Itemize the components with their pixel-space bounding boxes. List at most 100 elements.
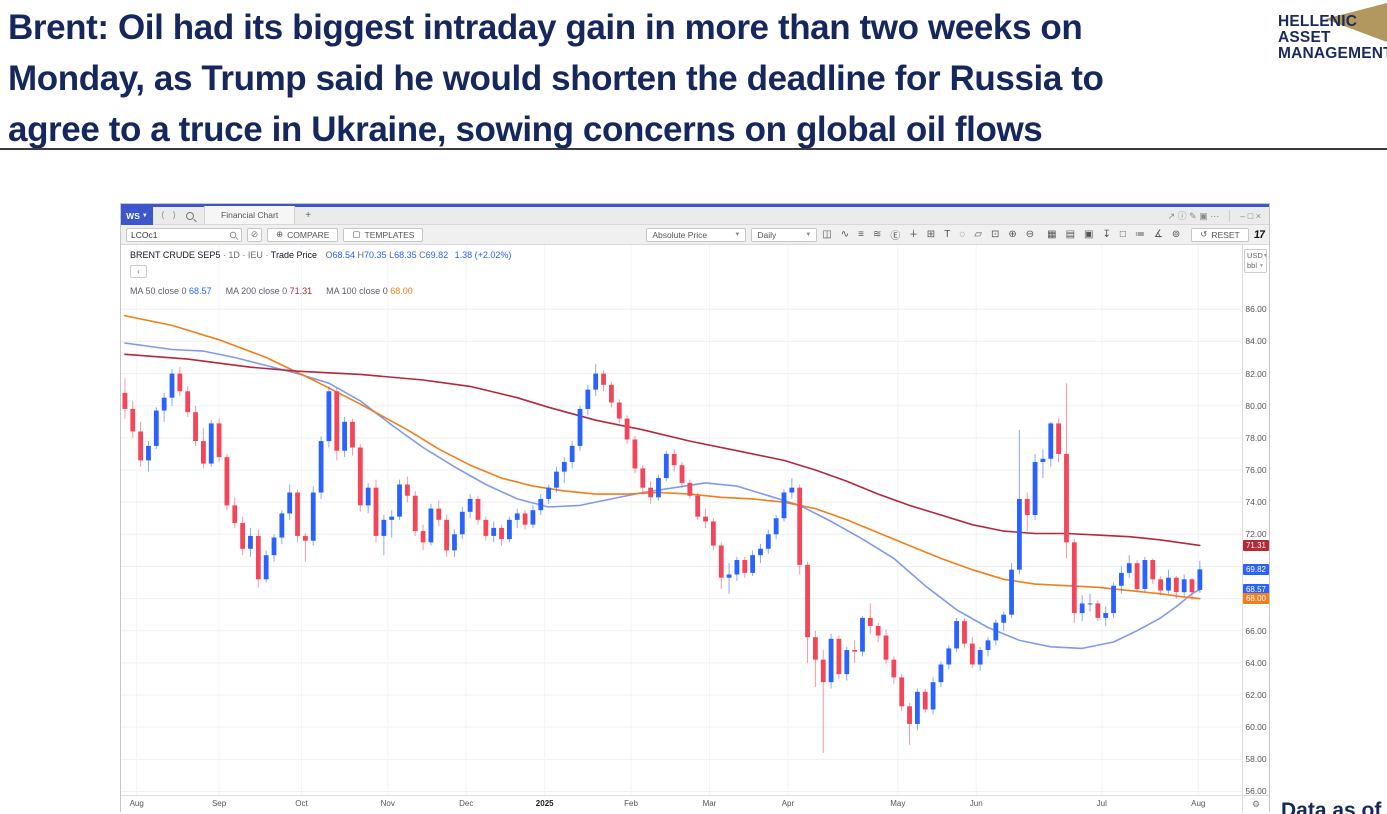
layout-tools: ▦ ▤ ▣ ↧ □ ≔ ∡ ⊚ xyxy=(1047,229,1180,240)
candle-body xyxy=(907,706,912,724)
title-line-3: agree to a truce in Ukraine, sowing conc… xyxy=(8,110,1043,149)
ma-legend: MA 50 close 0 68.57 MA 200 close 0 71.31 M… xyxy=(130,286,427,296)
candle-body xyxy=(546,487,552,499)
axis-settings[interactable]: ⚙ xyxy=(1242,796,1269,813)
candle-body xyxy=(122,392,128,409)
ohlc-value: 68.54 xyxy=(332,250,358,260)
drawing-tools: ◫ ∿ ≡ ≋ Ⓔ ∔ ⊞ T ◌ ▱ ⊡ ⊕ ⊖ xyxy=(822,227,1034,242)
candle-body xyxy=(1118,572,1124,586)
minimize-button[interactable]: – xyxy=(1240,210,1246,221)
candle-body xyxy=(350,421,355,448)
zoom-in-icon[interactable]: ⊕ xyxy=(1008,229,1017,240)
ma100-line xyxy=(124,314,1201,600)
time-tick-label: Jun xyxy=(969,799,983,808)
export-icon[interactable]: ↧ xyxy=(1102,229,1111,240)
chart-settings-icon[interactable]: ⊚ xyxy=(1171,229,1181,240)
time-tick-label: Apr xyxy=(781,799,795,808)
share-icon[interactable]: ↗ xyxy=(1167,211,1176,221)
forward-button[interactable]: ⟩ xyxy=(172,210,177,220)
zoom-out-icon[interactable]: ⊖ xyxy=(1025,229,1035,240)
candle-body xyxy=(1197,569,1203,590)
time-axis[interactable]: ⚙ Aug Sep Oct Nov Dec 2025 Feb Mar Apr May Jun Jul A… xyxy=(121,795,1269,813)
candle-body xyxy=(381,519,387,536)
reset-label: RESET xyxy=(1211,229,1240,240)
logo-line: HELLENIC xyxy=(1278,13,1358,30)
save-layout-icon[interactable]: ▤ xyxy=(1065,229,1076,240)
candle-body xyxy=(1150,560,1156,580)
snapshot-icon[interactable]: ⊡ xyxy=(990,229,1000,240)
table-icon[interactable]: ▦ xyxy=(1047,229,1057,240)
image-icon[interactable]: ▣ xyxy=(1199,211,1208,221)
select-tool-icon[interactable]: ◌ xyxy=(959,229,966,240)
collapse-legend-button[interactable]: ‹ xyxy=(130,265,147,278)
interval-select[interactable]: Daily ▼ xyxy=(751,227,818,242)
more-icon[interactable]: ⋯ xyxy=(1210,211,1220,221)
frame-icon[interactable]: □ xyxy=(1119,229,1126,240)
text-tool-icon[interactable]: T xyxy=(944,229,951,240)
chart-area[interactable]: BRENT CRUDE SEP5 · 1D · IEU · Trade Pric… xyxy=(121,245,1269,796)
grid-layout-icon[interactable]: ⊞ xyxy=(926,229,936,240)
symbol-value: LCOc1 xyxy=(131,229,158,240)
workspace-button[interactable]: WS ▼ xyxy=(121,206,153,225)
templates-button[interactable]: ▢ TEMPLATES xyxy=(343,227,424,242)
ma200-line xyxy=(124,353,1201,547)
candle-body xyxy=(295,492,300,536)
candle-body xyxy=(561,461,567,472)
stats-icon[interactable]: ∡ xyxy=(1153,229,1163,240)
back-button[interactable]: ⟨ xyxy=(161,210,165,220)
maximize-button[interactable]: □ xyxy=(1247,210,1254,221)
draw-shape-icon[interactable]: ▱ xyxy=(974,229,982,240)
candle-body xyxy=(1173,577,1179,593)
chart-type-icon[interactable]: ◫ xyxy=(822,229,832,240)
new-tab-button[interactable]: + xyxy=(305,210,312,221)
candle-body xyxy=(326,391,332,442)
candle-body xyxy=(828,638,834,683)
compare-overlay-icon[interactable]: ≋ xyxy=(873,229,882,240)
screenshot-icon[interactable]: ▣ xyxy=(1084,229,1094,240)
candle-body xyxy=(452,534,457,551)
window-controls: – □ × xyxy=(1240,211,1261,221)
candle-body xyxy=(1103,613,1109,618)
indicators-icon[interactable]: ∿ xyxy=(840,229,850,240)
axis-unit-selector[interactable]: USD ▼ bbl ▼ xyxy=(1244,249,1268,273)
candle-body xyxy=(1048,423,1054,459)
candle-body xyxy=(389,516,395,520)
window-titlebar: WS ▼ ⟨ ⟩ Financial Chart + ↗ ⓘ ✎ ▣ ⋯ – □… xyxy=(121,204,1269,225)
ohlc-key: C xyxy=(419,250,426,260)
legend-symbol: BRENT CRUDE SEP5 xyxy=(130,250,221,260)
price-tick-label: 58.00 xyxy=(1245,754,1267,765)
candle-body xyxy=(710,521,716,546)
close-button[interactable]: × xyxy=(1255,210,1261,221)
search-icon[interactable] xyxy=(186,211,195,220)
price-mode-select[interactable]: Absolute Price ▼ xyxy=(646,227,747,242)
symbol-input[interactable]: LCOc1 xyxy=(126,227,242,242)
candlestick-plot[interactable] xyxy=(121,245,1243,795)
tab-financial-chart[interactable]: Financial Chart xyxy=(204,206,296,224)
candle-body xyxy=(467,498,473,512)
events-icon[interactable]: Ⓔ xyxy=(890,231,901,242)
edit-icon[interactable]: ✎ xyxy=(1189,211,1197,221)
candle-body xyxy=(216,423,222,458)
candle-body xyxy=(758,548,763,556)
reset-button[interactable]: ↺ RESET xyxy=(1191,227,1249,242)
compare-button[interactable]: ⊕ COMPARE xyxy=(267,227,339,242)
symbol-search-icon xyxy=(229,231,237,238)
clear-symbol-button[interactable]: ⊘ xyxy=(247,227,262,242)
add-plot-icon[interactable]: ∔ xyxy=(909,229,918,240)
candle-body xyxy=(750,555,756,573)
candle-body xyxy=(1134,563,1140,589)
candle-body xyxy=(718,545,724,578)
candle-body xyxy=(397,484,402,517)
time-tick-label: 2025 xyxy=(535,799,554,808)
candle-body xyxy=(1158,579,1164,591)
candle-body xyxy=(420,531,426,543)
price-axis[interactable]: USD ▼ bbl ▼ 86.00 84.00 82.00 80.00 78.00 76.… xyxy=(1242,245,1269,796)
price-tick-label: 72.00 xyxy=(1245,529,1267,540)
settings-sliders-icon[interactable]: ≔ xyxy=(1134,229,1145,240)
candle-body xyxy=(1087,603,1093,605)
candle-body xyxy=(1024,498,1030,516)
layers-icon[interactable]: ≡ xyxy=(858,229,865,240)
candle-body xyxy=(687,482,693,496)
info-icon[interactable]: ⓘ xyxy=(1177,211,1187,221)
candle-body xyxy=(993,622,999,641)
